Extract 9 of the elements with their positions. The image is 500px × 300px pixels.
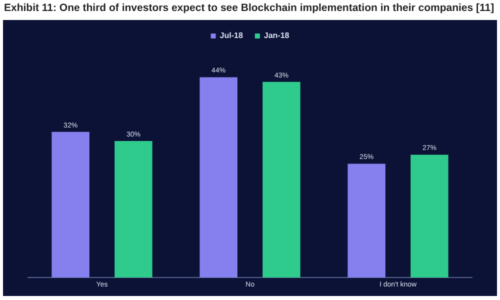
bar <box>348 164 386 278</box>
bar <box>114 141 152 278</box>
legend-label: Jul-18 <box>220 31 244 40</box>
chart-title: Exhibit 11: One third of investors expect to see Blockchain implementation in their companies [11] <box>4 2 496 14</box>
bar <box>410 154 448 278</box>
bar <box>262 82 300 278</box>
legend-label: Jan-18 <box>264 31 290 40</box>
bar <box>52 132 90 278</box>
bar <box>200 77 238 278</box>
